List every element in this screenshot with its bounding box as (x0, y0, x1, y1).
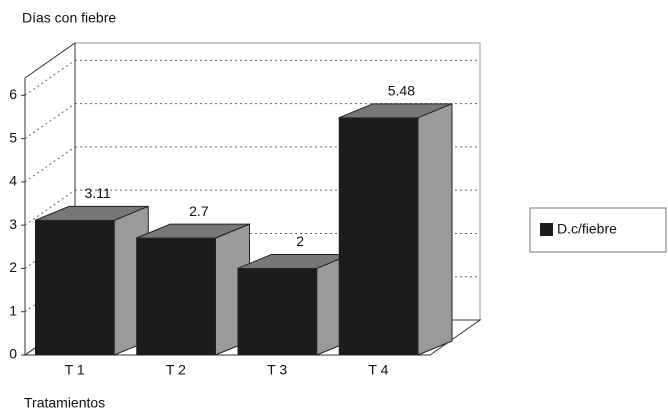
y-tick-label: 6 (9, 86, 17, 102)
x-tick-label: T 4 (368, 362, 388, 378)
grid-line (25, 60, 75, 95)
legend-swatch (540, 223, 553, 236)
value-label: 2.7 (189, 203, 209, 219)
y-tick-label: 4 (9, 173, 17, 189)
value-label: 5.48 (388, 83, 415, 99)
legend-label: D.c/fiebre (557, 221, 617, 237)
y-tick-label: 1 (9, 302, 17, 318)
value-label: 3.11 (85, 185, 111, 201)
y-tick-label: 3 (9, 216, 17, 232)
bar-side (418, 104, 452, 355)
chart: Días con fiebre Tratamientos 0 1 2 3 4 5 6 T 1 3… (0, 0, 668, 414)
grid-line (25, 147, 75, 182)
value-label: 2 (296, 233, 304, 249)
y-tick-label: 2 (9, 259, 17, 275)
bar-front (339, 118, 418, 355)
y-tick-label: 0 (9, 346, 17, 362)
bar-front (136, 238, 215, 355)
x-tick-label: T 3 (267, 362, 287, 378)
x-tick-label: T 2 (166, 362, 186, 378)
x-axis-label: Tratamientos (24, 395, 105, 411)
grid-line (25, 104, 75, 139)
x-tick-label: T 1 (65, 362, 85, 378)
bar-front (35, 220, 114, 355)
bar-front (238, 268, 317, 355)
chart-title: Días con fiebre (22, 10, 116, 26)
y-tick-label: 5 (9, 129, 17, 145)
